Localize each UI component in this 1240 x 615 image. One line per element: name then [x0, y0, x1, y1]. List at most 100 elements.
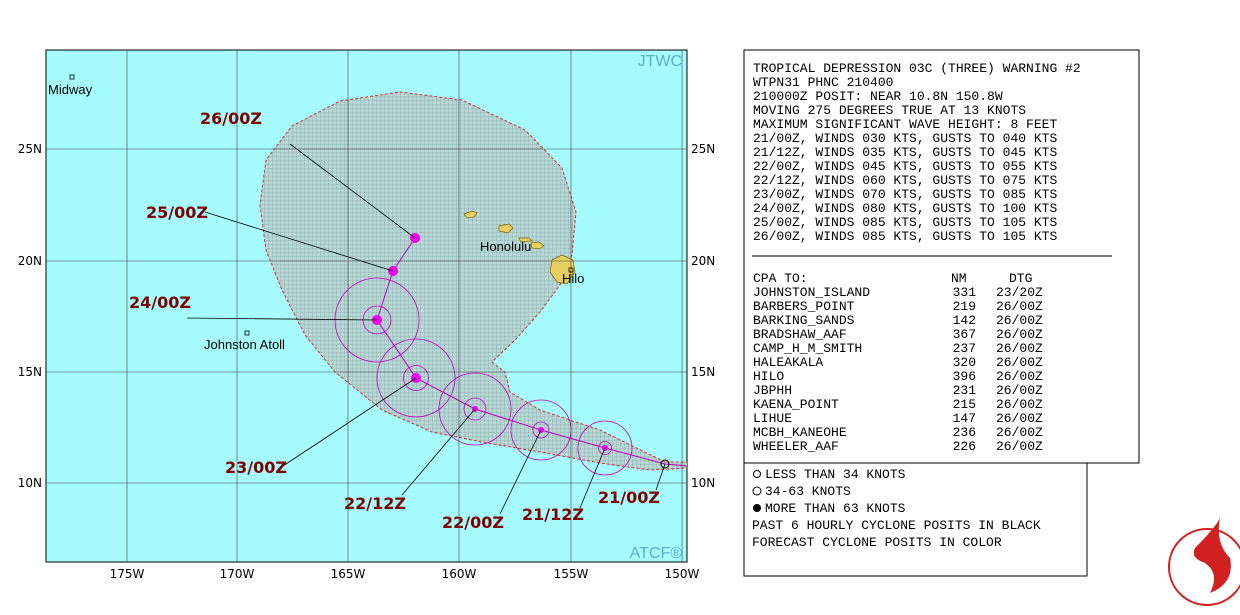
cpa-nm: 231 [953, 383, 977, 398]
track-label: 24/00Z [129, 293, 191, 312]
legend-symbol [753, 470, 761, 478]
place-label: Hilo [562, 271, 584, 286]
track-label: 26/00Z [200, 109, 262, 128]
cpa-dtg: 26/00Z [996, 397, 1043, 412]
place-marker [244, 330, 250, 336]
cpa-name: JBPHH [753, 383, 792, 398]
cpa-nm: 147 [953, 411, 976, 426]
legend-line: MORE THAN 63 KNOTS [765, 501, 906, 516]
lat-label: 25N [18, 142, 42, 156]
cpa-name: WHEELER_AAF [753, 439, 839, 454]
leader-line [499, 429, 542, 515]
cpa-name: BARKING_SANDS [753, 313, 855, 328]
lat-label: 25N [691, 142, 715, 156]
leader-line [579, 447, 606, 509]
legend-line: FORECAST CYCLONE POSITS IN COLOR [752, 535, 1002, 550]
warning-line: MOVING 275 DEGREES TRUE AT 13 KNOTS [753, 103, 1026, 118]
track-label: 25/00Z [146, 203, 208, 222]
lon-label: 165W [331, 567, 366, 581]
wind-radius [598, 441, 612, 455]
wind-radius [532, 421, 550, 439]
cpa-nm: 215 [953, 397, 976, 412]
track-label: 21/00Z [598, 488, 660, 507]
current-position [660, 459, 670, 469]
cpa-nm: 331 [953, 285, 977, 300]
cpa-nm: 226 [953, 439, 976, 454]
lat-label: 10N [691, 476, 715, 490]
track-label: 21/12Z [522, 505, 584, 524]
map-layer [259, 91, 687, 471]
warning-line: MAXIMUM SIGNIFICANT WAVE HEIGHT: 8 FEET [753, 117, 1057, 132]
lon-label: 155W [554, 567, 589, 581]
warning-line: WTPN31 PHNC 210400 [753, 75, 893, 90]
lon-label: 175W [110, 567, 145, 581]
legend-line: LESS THAN 34 KNOTS [765, 467, 906, 482]
place-label: Honolulu [480, 239, 531, 254]
lat-label: 10N [18, 476, 42, 490]
cpa-name: CAMP_H_M_SMITH [753, 341, 862, 356]
source-label: JTWC [638, 53, 682, 70]
cpa-name: BRADSHAW_AAF [753, 327, 847, 342]
wind-radius [463, 397, 487, 421]
place-label: Johnston Atoll [204, 337, 285, 352]
legend-line: PAST 6 HOURLY CYCLONE POSITS IN BLACK [752, 518, 1041, 533]
lon-label: 150W [665, 567, 700, 581]
cpa-header: DTG [1009, 271, 1032, 286]
warning-line: 23/00Z, WINDS 070 KTS, GUSTS TO 085 KTS [753, 187, 1057, 202]
wind-radius [334, 277, 420, 363]
track-label: 22/12Z [344, 494, 406, 513]
leader-line [401, 408, 476, 496]
wind-radius [577, 420, 633, 476]
legend-line: 34-63 KNOTS [765, 484, 851, 499]
track-layer: 26/00Z 25/00Z 24/00Z 23/00Z 22/12Z 22/00Z 21/1… [129, 109, 688, 532]
danger-area [259, 91, 687, 471]
cpa-dtg: 26/00Z [996, 341, 1043, 356]
cpa-dtg: 26/00Z [996, 369, 1043, 384]
leader-line [282, 377, 417, 467]
warning-line: 24/00Z, WINDS 080 KTS, GUSTS TO 100 KTS [753, 201, 1057, 216]
cpa-dtg: 26/00Z [996, 425, 1043, 440]
warning-line: 26/00Z, WINDS 085 KTS, GUSTS TO 105 KTS [753, 229, 1057, 244]
cpa-name: KAENA_POINT [753, 397, 839, 412]
cpa-name: JOHNSTON_ISLAND [753, 285, 870, 300]
warning-line: 22/00Z, WINDS 045 KTS, GUSTS TO 055 KTS [753, 159, 1057, 174]
wind-radius [438, 372, 512, 446]
islands [463, 210, 576, 285]
lat-label: 15N [691, 365, 715, 379]
footer-label: ATCF® [630, 545, 683, 562]
cpa-nm: 237 [953, 341, 976, 356]
leader-line [289, 143, 416, 239]
lat-label: 20N [691, 254, 715, 268]
cpa-nm: 236 [953, 425, 976, 440]
warning-line: 21/12Z, WINDS 035 KTS, GUSTS TO 045 KTS [753, 145, 1057, 160]
wind-radius [376, 338, 456, 418]
warning-line: TROPICAL DEPRESSION 03C (THREE) WARNING … [753, 61, 1081, 76]
leader-line [655, 463, 666, 491]
lat-label: 20N [18, 254, 42, 268]
legend-panel [743, 462, 1088, 577]
lon-label: 160W [442, 567, 477, 581]
track-label: 22/00Z [442, 513, 504, 532]
cpa-name: LIHUE [753, 411, 792, 426]
legend-symbol [752, 486, 762, 496]
cpa-nm: 396 [953, 369, 976, 384]
lat-label: 15N [18, 365, 42, 379]
cpa-nm: 320 [953, 355, 976, 370]
warning-line: 22/12Z, WINDS 060 KTS, GUSTS TO 075 KTS [753, 173, 1057, 188]
cpa-name: HALEAKALA [753, 355, 823, 370]
lon-label: 170W [220, 567, 255, 581]
cpa-dtg: 26/00Z [996, 355, 1043, 370]
cpa-header: NM [951, 271, 967, 286]
place-label: Midway [48, 82, 93, 97]
place-marker [568, 267, 574, 273]
cpa-dtg: 26/00Z [996, 313, 1043, 328]
cpa-dtg: 23/20Z [996, 285, 1043, 300]
cpa-name: HILO [753, 369, 784, 384]
place-marker [69, 74, 75, 80]
warning-line: 21/00Z, WINDS 030 KTS, GUSTS TO 040 KTS [753, 131, 1057, 146]
cpa-nm: 367 [953, 327, 976, 342]
cpa-name: BARBERS_POINT [753, 299, 855, 314]
legend-symbol [753, 504, 761, 512]
cpa-dtg: 26/00Z [996, 299, 1043, 314]
